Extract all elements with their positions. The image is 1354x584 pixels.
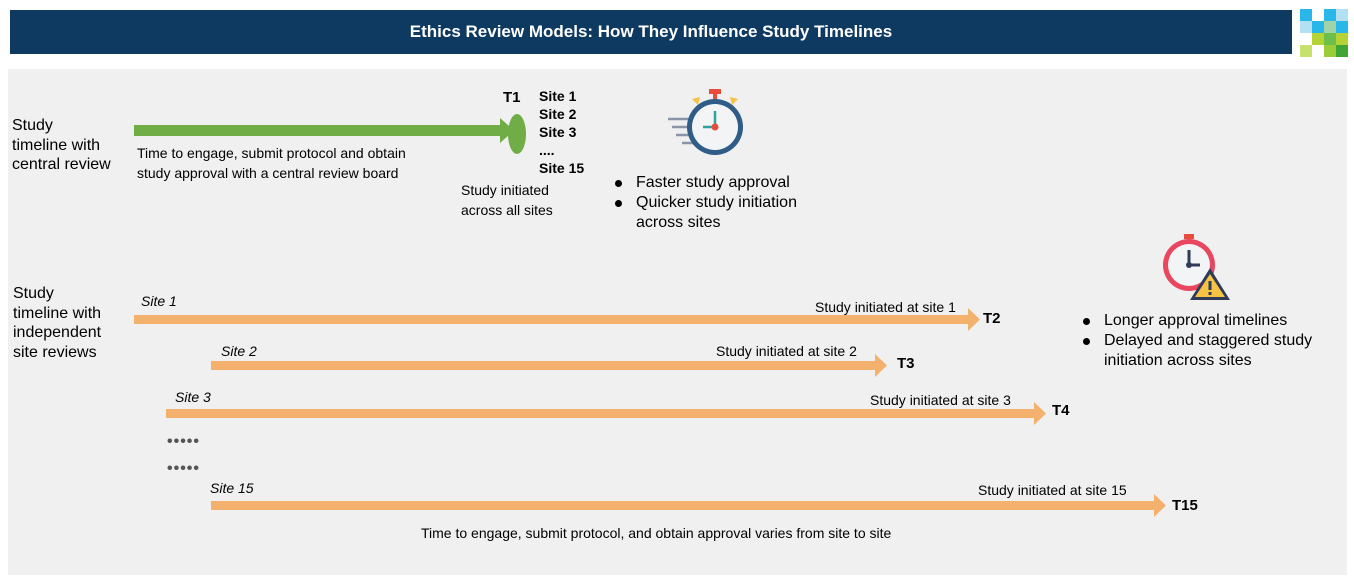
site-item: Site 15 — [539, 160, 585, 176]
site-initiated-text: Study initiated at site 3 — [870, 392, 1011, 408]
page-title: Ethics Review Models: How They Influence… — [10, 10, 1292, 54]
milestone-label: T4 — [1052, 402, 1070, 419]
initiated-line: Study initiated — [461, 182, 549, 198]
milestone-label: T2 — [983, 310, 1001, 327]
label-line: site reviews — [13, 343, 97, 361]
central-row-label: Study timeline with central review — [12, 116, 111, 175]
drawback-line: Delayed and staggered study — [1104, 332, 1313, 349]
site-label: Site 1 — [141, 293, 177, 309]
drawback-item: Longer approval timelines — [1080, 311, 1312, 331]
label-line: Study — [12, 117, 53, 134]
label-line: central review — [12, 156, 111, 173]
central-initiated-text: Study initiated across all sites — [461, 180, 553, 220]
label-line: timeline with — [12, 136, 101, 154]
ellipsis: ••••• — [167, 460, 201, 477]
site-timeline-arrow — [211, 494, 1166, 517]
site-timeline-arrow — [166, 402, 1046, 425]
independent-footer-text: Time to engage, submit protocol, and obt… — [421, 525, 892, 541]
ellipsis: ••••• — [167, 433, 201, 450]
benefit-item: Quicker study initiation across sites — [612, 193, 797, 233]
site-item: .... — [539, 142, 555, 158]
benefit-item: Faster study approval — [612, 173, 797, 193]
milestone-t1: T1 — [503, 89, 521, 106]
site-timeline-arrow — [134, 308, 980, 331]
benefit-line: Faster study approval — [636, 174, 790, 191]
central-site-list: Site 1 Site 2 Site 3 .... Site 15 — [539, 87, 584, 177]
site-item: Site 2 — [539, 106, 577, 122]
central-arrow-text: Time to engage, submit protocol and obta… — [137, 143, 406, 183]
site-initiated-text: Study initiated at site 1 — [815, 299, 956, 315]
drawback-item: Delayed and staggered study initiation a… — [1080, 331, 1312, 371]
site-item: Site 1 — [539, 88, 577, 104]
arrow-text-line: study approval with a central review boa… — [137, 165, 399, 181]
drawback-line: initiation across sites — [1104, 352, 1252, 369]
label-line: timeline with — [13, 304, 102, 322]
clock-warning-icon — [1163, 234, 1230, 300]
label-line: Study — [13, 285, 54, 302]
arrow-text-line: Time to engage, submit protocol and obta… — [137, 145, 406, 161]
site-label: Site 2 — [221, 343, 257, 359]
independent-row-label: Study timeline with independent site rev… — [13, 284, 101, 362]
milestone-label: T3 — [897, 355, 915, 372]
independent-drawbacks-list: Longer approval timelines Delayed and st… — [1080, 311, 1312, 371]
initiated-line: across all sites — [461, 202, 553, 218]
logo — [1300, 9, 1348, 57]
stopwatch-icon — [668, 89, 743, 155]
site-initiated-text: Study initiated at site 15 — [978, 482, 1127, 498]
drawback-line: Longer approval timelines — [1104, 312, 1288, 329]
site-label: Site 15 — [210, 480, 254, 496]
site-timeline-arrow — [211, 354, 887, 377]
central-timeline-arrow — [134, 118, 514, 143]
site-item: Site 3 — [539, 124, 577, 140]
central-benefits-list: Faster study approval Quicker study init… — [612, 173, 797, 233]
milestone-label: T15 — [1172, 497, 1198, 514]
label-line: independent — [13, 324, 102, 341]
site-label: Site 3 — [175, 389, 211, 405]
benefit-line: across sites — [636, 214, 721, 231]
milestone-marker — [508, 114, 526, 154]
site-initiated-text: Study initiated at site 2 — [716, 343, 857, 359]
benefit-line: Quicker study initiation — [636, 194, 797, 211]
